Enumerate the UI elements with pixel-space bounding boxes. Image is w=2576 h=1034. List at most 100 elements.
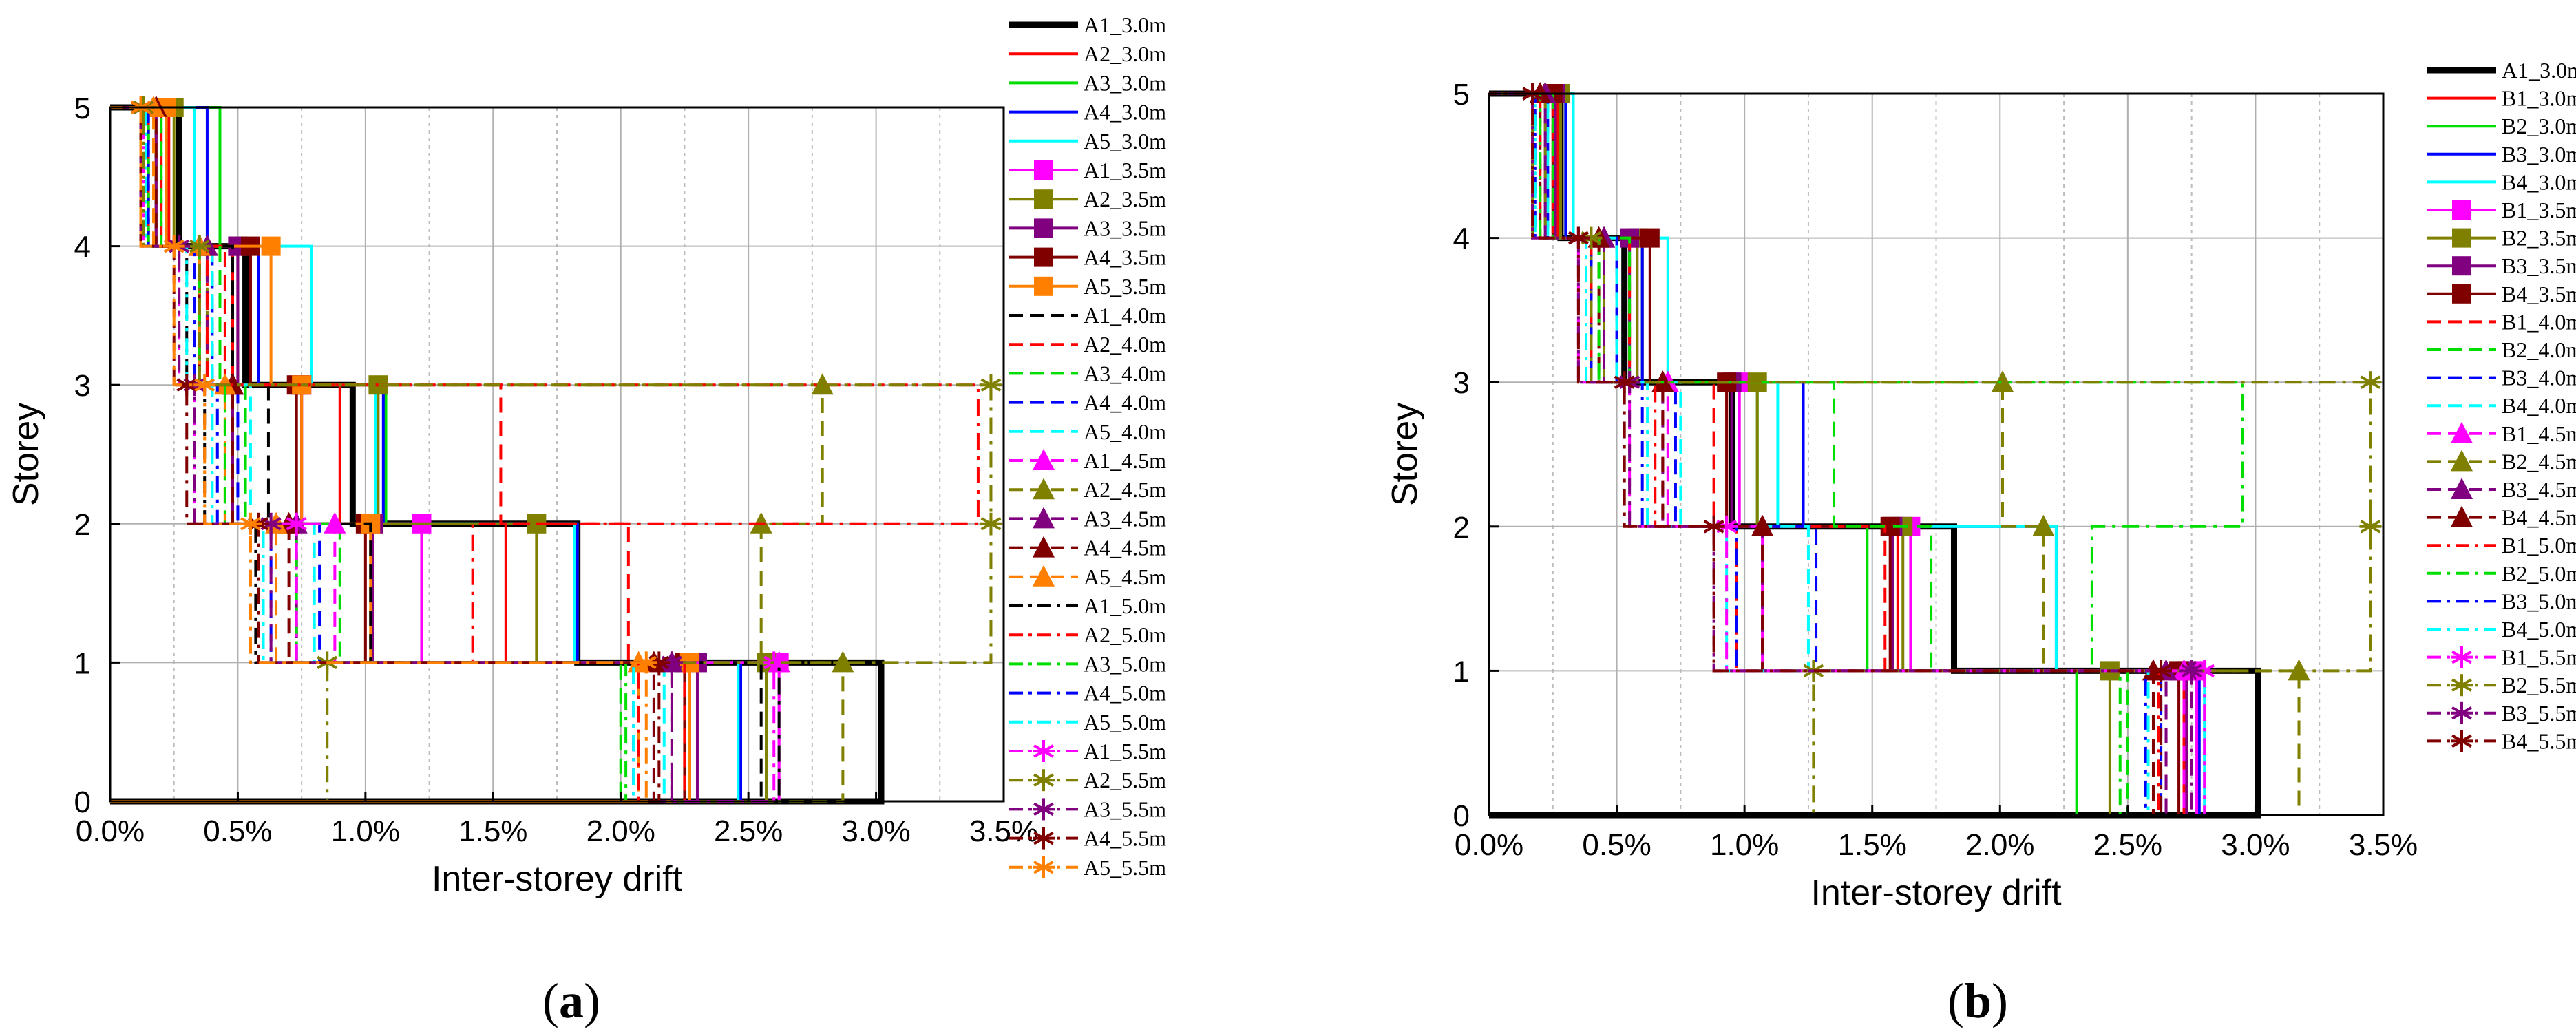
legend-marker (1033, 769, 1055, 792)
legend-label: A4_5.0m (1084, 681, 1166, 706)
series-line (1489, 92, 2201, 816)
legend-marker (1033, 827, 1055, 850)
series-line (110, 106, 628, 803)
series-A3_5.0m (110, 106, 628, 803)
x-tick-label: 0.0% (1455, 828, 1523, 862)
legend-item: A5_3.0m (1009, 129, 1166, 154)
legend-item: A1_3.5m (1009, 158, 1166, 182)
legend-item: A4_5.5m (1009, 826, 1166, 851)
y-tick-label: 0 (1453, 799, 1470, 833)
y-tick-label: 5 (74, 92, 91, 125)
y-tick-label: 2 (74, 508, 91, 542)
legend-item: A2_5.0m (1009, 622, 1166, 647)
legend-label: A1_3.5m (1084, 158, 1166, 182)
y-tick-label: 5 (1453, 78, 1470, 112)
series-line (1489, 92, 2155, 816)
series-line (1489, 92, 2186, 816)
legend-marker (1033, 565, 1055, 587)
legend-item: B4_3.0m (2427, 169, 2576, 194)
legend-item: A3_5.0m (1009, 651, 1166, 676)
legend-label: B1_3.5m (2502, 198, 2576, 222)
legend-label: A1_4.5m (1084, 448, 1166, 473)
legend-item: B1_4.0m (2427, 309, 2576, 334)
legend-label: A1_3.0m (1084, 12, 1166, 37)
axes: 0.0% 0.5% 1.0% 1.5% 2.0% 2.5% 3.0% 3.5% 0 1 2 3 4 5 In… (1385, 78, 2418, 913)
legend-label: B1_5.0m (2502, 533, 2576, 558)
series-line (1489, 92, 2111, 816)
series-B3_5.0m (1489, 92, 2147, 816)
legend-item: A3_5.5m (1009, 796, 1166, 821)
legend-label: B1_5.5m (2502, 645, 2576, 670)
series-line (1489, 92, 2372, 816)
legend-item: B1_3.5m (2427, 198, 2576, 222)
legend-marker (2452, 228, 2471, 248)
series-line (1489, 92, 2206, 816)
y-tick-label: 3 (1453, 366, 1470, 400)
series-line (110, 106, 743, 803)
legend-item: B2_3.5m (2427, 226, 2576, 251)
x-tick-label: 3.5% (2349, 828, 2418, 862)
caption-a: (a) (542, 973, 600, 1028)
data-point (832, 651, 854, 673)
series-group (1489, 82, 2382, 819)
caption-b: (b) (1947, 973, 2008, 1028)
legend-marker (2452, 284, 2471, 304)
legend-label: A4_5.5m (1084, 826, 1166, 851)
legend-item: B3_4.5m (2427, 477, 2576, 502)
legend-item: A4_3.5m (1009, 245, 1166, 270)
legend-label: A3_4.0m (1084, 361, 1166, 386)
series-A1_3.0m (110, 104, 885, 805)
data-point (1640, 228, 1660, 248)
legend-item: A1_4.0m (1009, 303, 1166, 328)
series-line (110, 106, 635, 803)
legend-label: B2_4.5m (2502, 449, 2576, 474)
legend-item: A5_5.5m (1009, 855, 1166, 880)
legend-label: A2_5.0m (1084, 622, 1166, 647)
series-line (110, 104, 885, 805)
x-axis-label: Inter-storey drift (432, 859, 683, 899)
legend-item: A1_5.5m (1009, 739, 1166, 763)
legend-label: A3_5.5m (1084, 796, 1166, 821)
x-tick-label: 2.5% (714, 814, 783, 848)
legend-item: A4_4.5m (1009, 536, 1166, 560)
legend-marker (2451, 421, 2473, 443)
series-line (110, 106, 648, 803)
legend-label: A5_4.5m (1084, 565, 1166, 589)
legend-marker (1033, 449, 1055, 470)
legend-item: B1_5.5m (2427, 645, 2576, 670)
x-tick-label: 1.5% (458, 814, 527, 848)
legend-label: A4_3.5m (1084, 245, 1166, 270)
series-line (1489, 92, 2188, 816)
legend-item: A3_3.5m (1009, 215, 1166, 240)
series-line (110, 106, 691, 803)
legend-item: A4_5.0m (1009, 681, 1166, 706)
y-axis-label: Storey (1385, 403, 1425, 506)
series-group (110, 96, 1002, 805)
series-B4_5.5m (1489, 83, 2173, 816)
x-tick-label: 0.5% (203, 814, 272, 848)
legend-marker (2451, 674, 2473, 697)
legend-item: A5_5.0m (1009, 710, 1166, 735)
legend-marker (1034, 189, 1053, 209)
legend-marker (2452, 256, 2471, 276)
legend-label: A3_4.5m (1084, 506, 1166, 531)
plot-area (110, 107, 1004, 801)
y-tick-label: 4 (1453, 222, 1470, 256)
series-line (1489, 92, 2163, 816)
legend-item: B2_3.0m (2427, 114, 2576, 138)
data-point (2180, 660, 2203, 682)
legend-label: A5_5.5m (1084, 855, 1166, 880)
legend-label: A2_4.0m (1084, 332, 1166, 357)
chart-panel-b: 0.0% 0.5% 1.0% 1.5% 2.0% 2.5% 3.0% 3.5% 0 1 2 3 4 5 In… (1385, 58, 2576, 913)
legend-label: B4_3.5m (2502, 282, 2576, 306)
legend-label: B4_5.0m (2502, 617, 2576, 642)
series-line (110, 106, 655, 803)
x-tick-label: 0.5% (1582, 828, 1651, 862)
series-B2_4.0m (1489, 92, 2129, 816)
data-point (285, 512, 308, 535)
y-tick-label: 1 (74, 646, 91, 680)
data-point (1751, 514, 1774, 536)
legend-item: A2_4.0m (1009, 332, 1166, 357)
series-line (110, 106, 635, 803)
data-point (2359, 515, 2382, 538)
